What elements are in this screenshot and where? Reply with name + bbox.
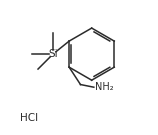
Text: Si: Si [48,49,58,59]
Text: NH₂: NH₂ [94,82,113,92]
Text: HCl: HCl [20,113,38,123]
